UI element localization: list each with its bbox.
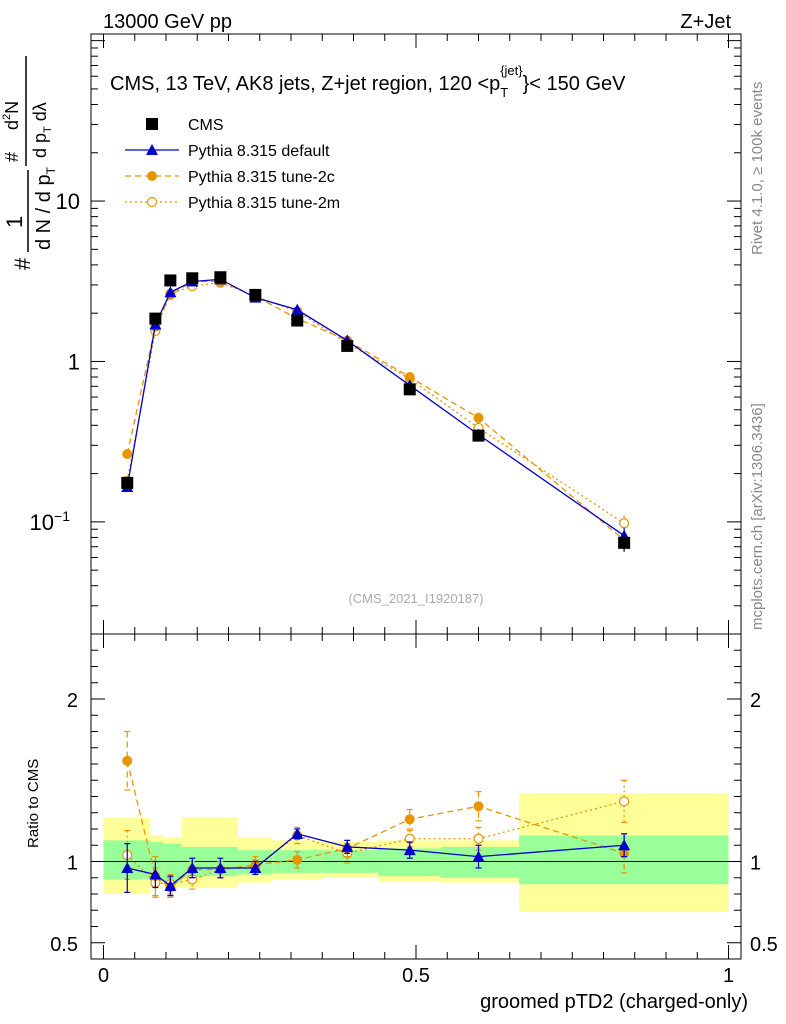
ratio-point-default xyxy=(341,840,354,852)
ratio-line-tune2c xyxy=(126,760,625,889)
ylabel-frac-num: 1 xyxy=(2,216,27,228)
y-tick-label: 10−1 xyxy=(30,508,71,535)
ratio-point-tune2m xyxy=(619,796,630,807)
x-axis-label: groomed pTD2 (charged-only) xyxy=(480,991,748,1013)
y-tick-label-exp: −1 xyxy=(54,508,70,524)
ratio-point-default xyxy=(121,862,134,873)
data-point-tune2c xyxy=(404,372,415,383)
legend-marker-tune2m xyxy=(146,196,158,208)
legend-marker-cms xyxy=(146,118,158,130)
header-right: Z+Jet xyxy=(680,11,731,33)
ratio-plot-panel: 0 0.5 1 0.5 0.5 1 1 2 2 xyxy=(50,633,778,987)
x-tick-label: 0 xyxy=(98,965,109,987)
data-point-cms xyxy=(403,383,416,396)
legend-label-cms: CMS xyxy=(188,117,224,134)
ylabel-num-d: d xyxy=(2,120,22,130)
mcplots-label: mcplots.cern.ch [arXiv:1306.3436] xyxy=(749,403,766,630)
y-axis-label-ratio: Ratio to CMS xyxy=(25,759,42,848)
data-point-tune2c xyxy=(122,448,133,459)
data-point-cms xyxy=(214,271,227,284)
ylabel-hash2: # xyxy=(2,152,22,162)
ylabel-den-a: d N / d p xyxy=(33,174,55,250)
ratio-point-tune2c xyxy=(404,814,415,825)
ratio-y-tick-label-right: 2 xyxy=(750,690,761,712)
plot-title: CMS, 13 TeV, AK8 jets, Z+jet region, 120… xyxy=(110,63,626,100)
data-point-cms xyxy=(341,339,354,352)
y-tick-label-base: 10 xyxy=(56,189,80,214)
data-point-default xyxy=(291,303,304,315)
plot-title-end: }< 150 GeV xyxy=(523,73,627,95)
ylabel-num-sup: 2 xyxy=(1,114,13,120)
data-point-tune2c xyxy=(473,412,484,423)
ratio-y-tick-label-left: 1 xyxy=(67,853,78,875)
data-point-tune2m xyxy=(619,518,630,529)
y-tick-label-base: 10 xyxy=(30,510,54,535)
ylabel-den-d: d p xyxy=(30,133,50,158)
data-point-cms xyxy=(121,476,134,489)
plot-title-sup: {jet} xyxy=(500,63,523,78)
legend-marker-default xyxy=(146,144,158,155)
ylabel-num: d2N xyxy=(1,101,22,130)
ylabel-den: d pT dλ xyxy=(30,102,54,158)
ylabel-den-a-sub: T xyxy=(44,166,58,174)
ratio-point-tune2c xyxy=(292,854,303,865)
series-line-tune2m xyxy=(126,281,625,524)
analysis-watermark: (CMS_2021_I1920187) xyxy=(348,591,483,606)
legend-label-default: Pythia 8.315 default xyxy=(188,143,330,160)
ratio-point-tune2m xyxy=(473,833,484,844)
data-point-cms xyxy=(186,272,199,285)
y-tick-label: 1 xyxy=(68,349,80,374)
ratio-point-default xyxy=(472,850,485,862)
data-point-cms xyxy=(149,312,162,325)
ratio-point-default xyxy=(291,827,304,839)
ratio-y-tick-label-right: 1 xyxy=(750,853,761,875)
header-left: 13000 GeV pp xyxy=(103,11,232,33)
data-point-cms xyxy=(618,536,631,549)
ylabel-num-end: N xyxy=(2,101,22,114)
ratio-y-tick-label-right: 0.5 xyxy=(750,934,778,956)
ratio-y-tick-label-left: 2 xyxy=(67,690,78,712)
y-axis-label-top: # 1 d N / d pT # d2N d pT dλ xyxy=(1,56,58,270)
ratio-y-tick-label-left: 0.5 xyxy=(50,934,78,956)
ratio-point-default xyxy=(618,839,631,851)
ratio-band-inner xyxy=(441,846,520,878)
ylabel-den-end: dλ xyxy=(30,102,50,126)
x-tick-label: 1 xyxy=(723,965,734,987)
series-line-default xyxy=(126,278,625,537)
ratio-band-inner xyxy=(162,843,182,883)
series-line-tune2c xyxy=(126,280,625,541)
data-point-default xyxy=(164,286,177,298)
data-point-cms xyxy=(164,274,177,287)
ratio-point-default xyxy=(186,862,199,873)
ylabel-frac-den: d N / d pT xyxy=(33,166,58,250)
ylabel-hash1: # xyxy=(10,257,35,270)
rivet-label: Rivet 4.1.0, ≥ 100k events xyxy=(749,82,766,255)
plot-title-sub: T xyxy=(500,85,508,100)
data-point-cms xyxy=(472,429,485,442)
ratio-point-default xyxy=(403,844,416,856)
ratio-point-default xyxy=(149,868,162,880)
ratio-point-default xyxy=(214,862,227,873)
ratio-point-default xyxy=(249,862,262,873)
y-tick-label: 10 xyxy=(56,189,80,214)
legend: CMS Pythia 8.315 default Pythia 8.315 tune… xyxy=(125,117,340,212)
plot-title-main: CMS, 13 TeV, AK8 jets, Z+jet region, 120… xyxy=(110,73,500,95)
legend-label-tune2c: Pythia 8.315 tune-2c xyxy=(188,169,335,186)
legend-label-tune2m: Pythia 8.315 tune-2m xyxy=(188,195,340,212)
y-tick-label-base: 1 xyxy=(68,349,80,374)
data-point-cms xyxy=(249,288,262,301)
legend-marker-tune2c xyxy=(147,171,157,181)
data-point-cms xyxy=(291,314,304,327)
x-tick-label: 0.5 xyxy=(402,965,430,987)
ratio-point-tune2c xyxy=(122,755,133,766)
ratio-point-tune2c xyxy=(473,801,484,812)
ylabel-den-sub: T xyxy=(42,126,54,133)
ratio-point-default xyxy=(164,879,177,891)
